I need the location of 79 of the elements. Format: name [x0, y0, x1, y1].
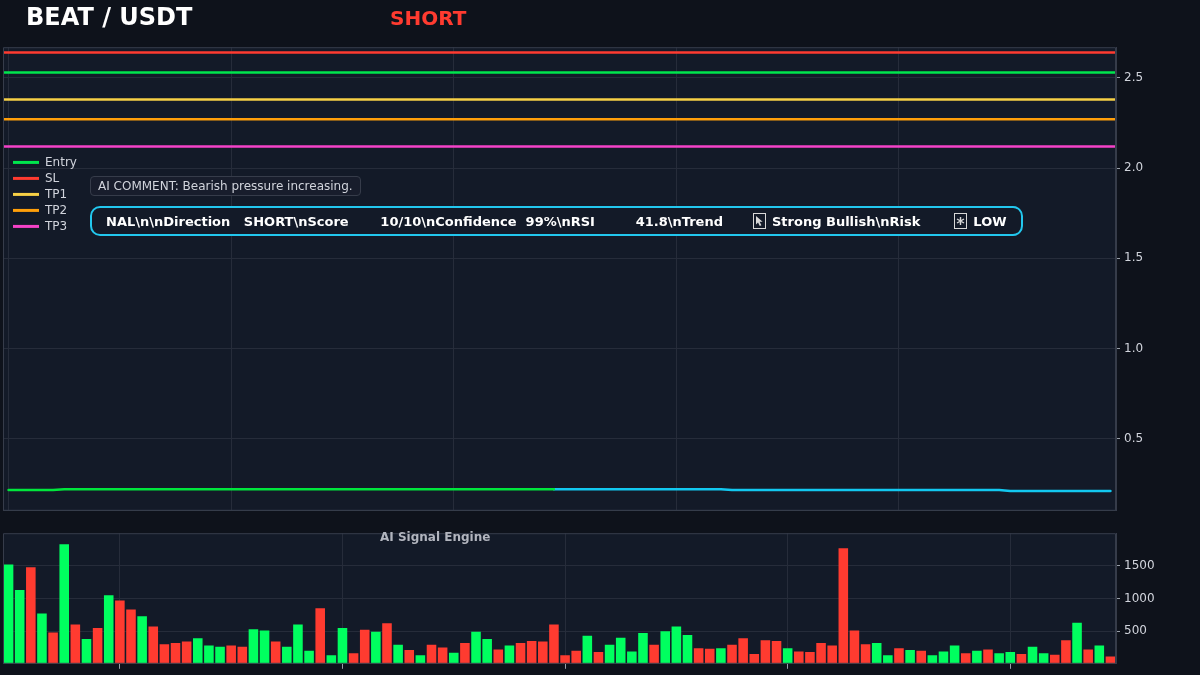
bar	[938, 651, 949, 664]
bar	[883, 655, 893, 664]
annotation: AI COMMENT: Bearish pressure increasing.	[90, 176, 361, 196]
bar	[393, 644, 403, 664]
y-tick-label: 2.0	[1124, 160, 1144, 175]
bar	[59, 544, 69, 664]
bar	[337, 627, 348, 664]
bar	[693, 648, 704, 664]
annotation: NAL\n\nDirection SHORT\nScore 10/10\nConfidence 99%\nRSI 41.8\nTrend	[106, 213, 723, 229]
bar	[849, 630, 860, 664]
bar	[582, 635, 593, 664]
bar	[14, 590, 25, 664]
bar	[916, 650, 927, 664]
bar	[315, 608, 325, 664]
bar	[771, 640, 782, 664]
bar	[660, 631, 671, 664]
bar	[649, 644, 659, 664]
y-tick-label: 1.0	[1124, 340, 1144, 355]
bar	[170, 642, 181, 664]
bar	[92, 627, 103, 664]
bar	[1038, 653, 1049, 664]
bar	[972, 650, 982, 664]
bar	[248, 629, 259, 664]
bar	[382, 623, 392, 664]
bar	[838, 548, 849, 664]
bar	[1083, 649, 1093, 664]
bar	[404, 650, 415, 664]
bar	[760, 640, 771, 664]
bar	[148, 626, 159, 664]
bar	[704, 648, 715, 664]
bar	[3, 564, 14, 664]
bar	[70, 624, 81, 664]
bar	[871, 642, 882, 664]
bar	[437, 647, 448, 664]
bar	[259, 630, 270, 664]
annotation: Strong Bullish\nRisk	[771, 213, 921, 229]
bar	[81, 638, 92, 664]
bar	[226, 645, 236, 664]
bar	[894, 648, 904, 664]
y-tick-label: 500	[1124, 623, 1147, 638]
bar	[960, 653, 971, 664]
y-tick-label: 2.5	[1124, 69, 1144, 84]
bar	[426, 644, 437, 664]
bar	[348, 653, 359, 664]
bar	[159, 644, 170, 664]
legend-label: TP2	[44, 203, 68, 218]
bar	[604, 644, 615, 664]
bar	[515, 642, 526, 664]
y-tick-label: 1000	[1124, 590, 1155, 605]
bar	[782, 648, 793, 664]
bar	[37, 613, 47, 664]
bar	[716, 648, 726, 664]
bar	[103, 595, 114, 664]
bar	[448, 652, 459, 664]
bar	[359, 629, 370, 664]
bar	[26, 567, 36, 664]
bar	[983, 649, 993, 664]
y-tick-label: 0.5	[1124, 430, 1144, 445]
legend-label: SL	[45, 171, 60, 186]
annotation: LOW	[973, 213, 1007, 229]
legend-label: TP3	[44, 219, 68, 234]
bar	[137, 616, 147, 664]
bar	[48, 632, 58, 664]
bar	[860, 644, 871, 664]
legend-label: Entry	[45, 155, 77, 170]
bar	[371, 631, 381, 664]
bar	[682, 635, 693, 664]
bar	[526, 640, 537, 664]
y-tick-label: 1.5	[1124, 250, 1144, 265]
chart-title: BEAT / USDT	[26, 3, 193, 31]
bar	[671, 626, 682, 664]
legend-label: TP1	[44, 187, 68, 202]
chart-subtitle: SHORT	[390, 6, 467, 30]
bar	[1072, 622, 1082, 664]
bar	[493, 649, 504, 664]
bar	[905, 650, 915, 664]
bar	[460, 642, 470, 664]
annotation: AI Signal Engine	[380, 530, 491, 544]
y-tick-label: 1500	[1124, 557, 1155, 572]
